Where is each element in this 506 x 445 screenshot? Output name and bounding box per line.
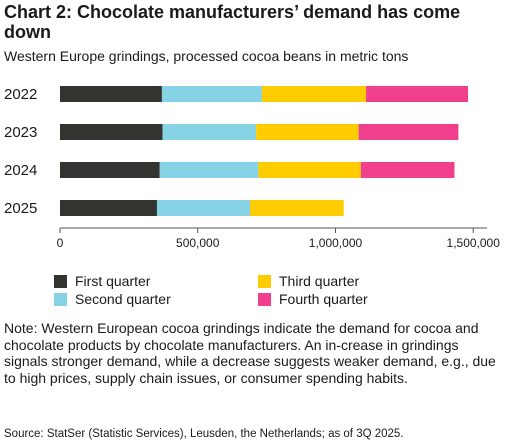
bar-2022-q2 — [161, 86, 262, 102]
legend-swatch — [54, 274, 67, 288]
legend-swatch — [258, 274, 271, 288]
chart-source: Source: StatSer (Statistic Services), Le… — [4, 428, 404, 440]
legend-swatch — [258, 292, 271, 306]
legend-item-1: First quarter — [54, 273, 150, 289]
bar-2024-q1 — [60, 162, 160, 178]
bar-2022-q4 — [366, 86, 468, 102]
category-label-2023: 2023 — [4, 124, 37, 141]
legend-item-3: Third quarter — [258, 273, 359, 289]
chart-subtitle: Western Europe grindings, processed coco… — [4, 48, 409, 64]
bar-2023-q3 — [256, 124, 359, 140]
bar-2025-q3 — [250, 200, 344, 216]
x-tick-label: 500,000 — [176, 236, 220, 250]
category-label-2024: 2024 — [4, 162, 37, 179]
x-tick-label: 1,500,000 — [447, 236, 501, 250]
legend-label: Second quarter — [75, 291, 171, 307]
x-tick-label: 1,000,000 — [309, 236, 363, 250]
bar-2023-q1 — [60, 124, 163, 140]
legend-item-4: Fourth quarter — [258, 291, 368, 307]
legend-swatch — [54, 292, 67, 306]
category-label-2022: 2022 — [4, 86, 37, 103]
bar-2025-q2 — [156, 200, 251, 216]
chart-title: Chart 2: Chocolate manufacturers’ demand… — [4, 2, 461, 42]
bar-2022-q1 — [60, 86, 162, 102]
bar-2023-q4 — [358, 124, 459, 140]
stacked-bar-chart: 2022 2023 2024 2025 0 500,000 1,000,000 1,500,0… — [4, 86, 501, 250]
chart-note: Note: Western European cocoa grindings i… — [4, 320, 496, 386]
x-tick-label: 0 — [57, 236, 64, 250]
category-label-2025: 2025 — [4, 200, 37, 217]
legend-label: Third quarter — [279, 273, 360, 289]
legend-label: Fourth quarter — [279, 291, 368, 307]
bar-2024-q3 — [258, 162, 361, 178]
bar-2024-q4 — [360, 162, 455, 178]
bar-2022-q3 — [261, 86, 367, 102]
bar-2024-q2 — [159, 162, 259, 178]
chart-legend: First quarter Second quarter Third quarter… — [54, 273, 494, 307]
legend-item-2: Second quarter — [54, 291, 171, 307]
legend-label: First quarter — [75, 273, 151, 289]
bar-2023-q2 — [162, 124, 257, 140]
bar-2025-q1 — [60, 200, 157, 216]
